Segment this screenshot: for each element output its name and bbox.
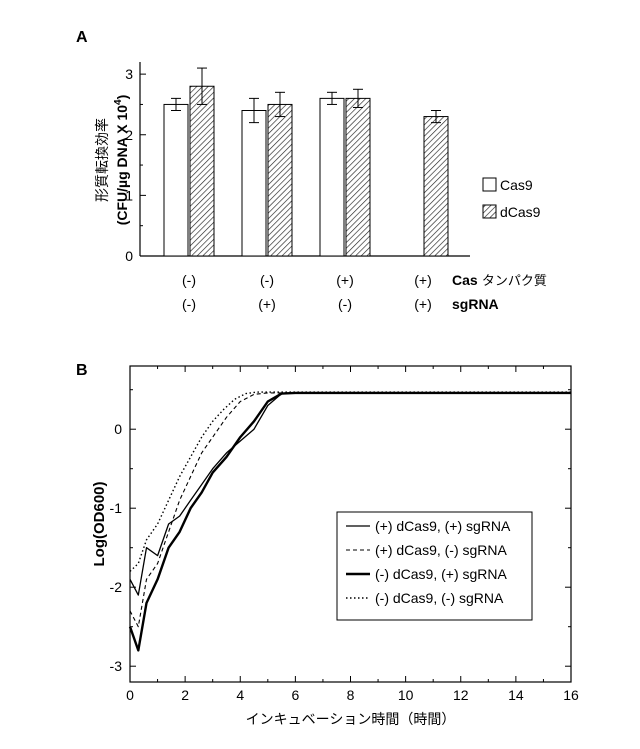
b-legend-label: (+) dCas9, (+) sgRNA [375,518,511,534]
b-legend-label: (-) dCas9, (-) sgRNA [375,590,504,606]
a-ylabel-prefix: (CFU/µg DNA X 10 [114,105,130,226]
panel-a-bars [164,68,448,256]
a-ytick-label: 0 [125,248,133,264]
panel-a-ylabel: 形質転換効率(CFU/µg DNA X 104) [94,95,130,226]
a-cas-bold: Cas [452,272,478,288]
b-xtick-label: 12 [453,687,469,703]
b-xtick-label: 16 [563,687,579,703]
figure-svg: A 0123 形質転換効率(CFU/µg DNA X 104) (-)(-)(-… [0,0,640,749]
a-cas-cell: (-) [182,272,196,288]
panel-b: B 0 2 4 6 8 10 12 14 16 -3 -2 -1 0 インキュベーション時間（時間） Lo… [76,362,579,728]
b-xtick-label: 4 [236,687,244,703]
b-xtick-label: 10 [398,687,414,703]
b-ytick-label: -1 [110,500,123,516]
a-cas-row-label: Cas タンパク質 [452,272,547,289]
a-bar-cas9 [242,111,266,257]
b-ytick-label: 0 [114,421,122,437]
panel-a: A 0123 形質転換効率(CFU/µg DNA X 104) (-)(-)(-… [76,29,547,312]
a-bar-dcas9 [268,104,292,256]
b-xtick-label: 14 [508,687,524,703]
a-bar-dcas9 [346,98,370,256]
a-sgrna-cell: (-) [182,296,196,312]
a-sgrna-row-label: sgRNA [452,296,499,312]
a-legend-label: dCas9 [500,204,541,220]
a-cas-rest: タンパク質 [478,274,547,289]
a-ylabel-line1: 形質転換効率 [94,118,111,202]
b-xtick-label: 8 [347,687,355,703]
b-xlabel: インキュベーション時間（時間） [246,712,456,728]
a-bar-cas9 [164,104,188,256]
b-legend-label: (-) dCas9, (+) sgRNA [375,566,508,582]
a-cas-cell: (-) [260,272,274,288]
b-xtick-label: 2 [181,687,189,703]
b-ytick-label: -2 [110,579,123,595]
panel-a-legend: Cas9 dCas9 [483,177,541,220]
a-sgrna-cell: (+) [414,296,432,312]
a-legend-swatch-dcas9 [483,205,496,218]
a-cas-cell: (+) [414,272,432,288]
a-cas-cell: (+) [336,272,354,288]
panel-b-legend: (+) dCas9, (+) sgRNA (+) dCas9, (-) sgRNA… [337,512,532,620]
a-legend-label: Cas9 [500,177,533,193]
a-sgrna-cell: (+) [258,296,276,312]
a-legend-swatch-cas9 [483,178,496,191]
a-bar-dcas9 [190,86,214,256]
b-ytick-label: -3 [110,658,123,674]
a-ylabel-line2: (CFU/µg DNA X 104) [113,95,130,226]
panel-a-letter: A [76,29,88,46]
b-xtick-label: 6 [291,687,299,703]
panel-a-condition-rows: (-) (-) (-) (+) (+) (-) (+) (+) Cas タンパク質 sgRNA [182,272,547,312]
a-sgrna-cell: (-) [338,296,352,312]
a-bar-cas9 [320,98,344,256]
b-xtick-label: 0 [126,687,134,703]
panel-b-letter: B [76,362,88,379]
b-legend-label: (+) dCas9, (-) sgRNA [375,542,508,558]
b-ylabel: Log(OD600) [91,481,108,566]
a-bar-dcas9 [424,117,448,256]
a-ylabel-suffix: ) [114,95,130,100]
a-ytick-label: 3 [125,66,133,82]
